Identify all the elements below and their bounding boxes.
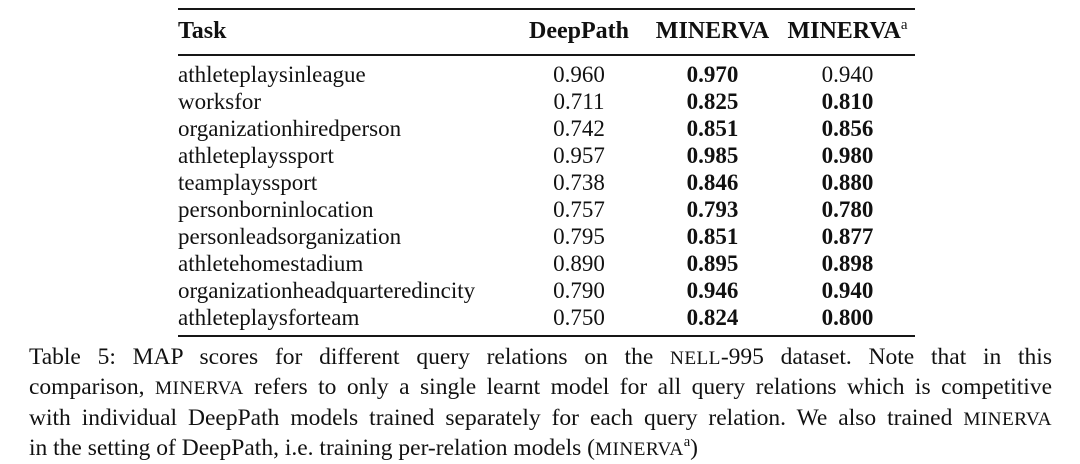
smallcaps-text: MINERVA [963,408,1052,430]
superscript-text: a [683,434,691,451]
caption-text: ) [690,435,698,462]
task-cell: personleadsorganization [178,224,402,249]
caption-text: refers to only a single learnt model for… [243,374,1053,401]
smallcaps-text: MINERVA [155,378,244,400]
score-cell: 0.880 [821,170,874,195]
score-cell: 0.846 [686,170,739,195]
score-cell: 0.790 [553,278,605,303]
score-cell: 0.750 [553,305,605,330]
caption-text: with individual DeepPath models trained … [29,404,964,431]
score-cell: 0.957 [553,143,605,168]
score-cell: 0.890 [553,251,605,276]
table-row: athleteplayssport 0.957 0.985 0.980 [178,142,915,169]
caption-line: Table 5: MAP scores for different query … [29,343,1052,373]
score-cell: 0.800 [821,305,874,330]
table-row: personleadsorganization 0.795 0.851 0.877 [178,223,915,250]
column-header-minerva: MINERVA [655,18,770,44]
smallcaps-text: MINERVA [595,439,684,461]
caption-text: comparison, [29,374,155,401]
table-row: worksfor 0.711 0.825 0.810 [178,88,915,115]
column-header-task: Task [178,18,227,44]
score-cell: 0.985 [686,143,739,168]
task-cell: worksfor [178,89,262,114]
task-cell: athleteplaysforteam [178,305,360,330]
score-cell: 0.810 [821,89,874,114]
table-row: organizationhiredperson 0.742 0.851 0.856 [178,115,915,142]
score-cell: 0.980 [821,143,874,168]
column-header-deeppath: DeepPath [529,18,629,44]
caption-text: Table 5: MAP scores for different query … [29,344,671,370]
score-cell: 0.825 [686,89,739,114]
smallcaps-text: NELL [670,348,721,369]
table-row: organizationheadquarteredincity 0.790 0.94… [178,277,915,304]
score-cell: 0.940 [821,62,874,87]
score-cell: 0.877 [821,224,874,249]
score-cell: 0.960 [553,62,605,87]
score-cell: 0.940 [821,278,874,303]
score-cell: 0.946 [686,278,739,303]
map-scores-table: Task DeepPath MINERVA MINERVAa athletepl… [178,8,915,337]
score-cell: 0.780 [821,197,874,222]
task-cell: athleteplaysinleague [178,62,366,87]
caption-line: in the setting of DeepPath, i.e. trainin… [29,434,1052,464]
table-row: teamplayssport 0.738 0.846 0.880 [178,169,915,196]
table-row: athletehomestadium 0.890 0.895 0.898 [178,250,915,277]
score-cell: 0.970 [686,62,739,87]
header-row: Task DeepPath MINERVA MINERVAa [178,9,915,55]
table-row: personborninlocation 0.757 0.793 0.780 [178,196,915,223]
table-header: Task DeepPath MINERVA MINERVAa [178,9,915,55]
score-cell: 0.895 [686,251,739,276]
column-header-minerva-a-label: MINERVA [787,18,901,44]
score-cell: 0.742 [553,116,605,141]
task-cell: teamplayssport [178,170,318,195]
task-cell: personborninlocation [178,197,374,222]
caption-line: comparison, MINERVA refers to only a sin… [29,373,1052,403]
score-cell: 0.793 [686,197,739,222]
score-cell: 0.856 [821,116,874,141]
score-cell: 0.898 [821,251,874,276]
results-table: Task DeepPath MINERVA MINERVAa athletepl… [178,8,915,337]
score-cell: 0.738 [553,170,605,195]
score-cell: 0.711 [553,89,605,114]
caption: Table 5: MAP scores for different query … [29,343,1052,464]
task-cell: organizationhiredperson [178,116,402,141]
score-cell: 0.757 [553,197,605,222]
table-body: athleteplaysinleague 0.960 0.970 0.940 works… [178,55,915,336]
score-cell: 0.824 [686,305,739,330]
score-cell: 0.851 [686,116,739,141]
caption-text: -995 dataset. Note that in this [720,344,1052,370]
table-row: athleteplaysinleague 0.960 0.970 0.940 [178,55,915,88]
score-cell: 0.851 [686,224,739,249]
caption-text: in the setting of DeepPath, i.e. trainin… [29,435,595,462]
caption-line: with individual DeepPath models trained … [29,404,1052,434]
column-header-minerva-a: MINERVAa [780,9,915,55]
column-header-minerva-a-superscript: a [900,17,908,33]
task-cell: organizationheadquarteredincity [178,278,476,303]
score-cell: 0.795 [553,224,605,249]
task-cell: athletehomestadium [178,251,364,276]
table-row: athleteplaysforteam 0.750 0.824 0.800 [178,304,915,336]
task-cell: athleteplayssport [178,143,334,168]
